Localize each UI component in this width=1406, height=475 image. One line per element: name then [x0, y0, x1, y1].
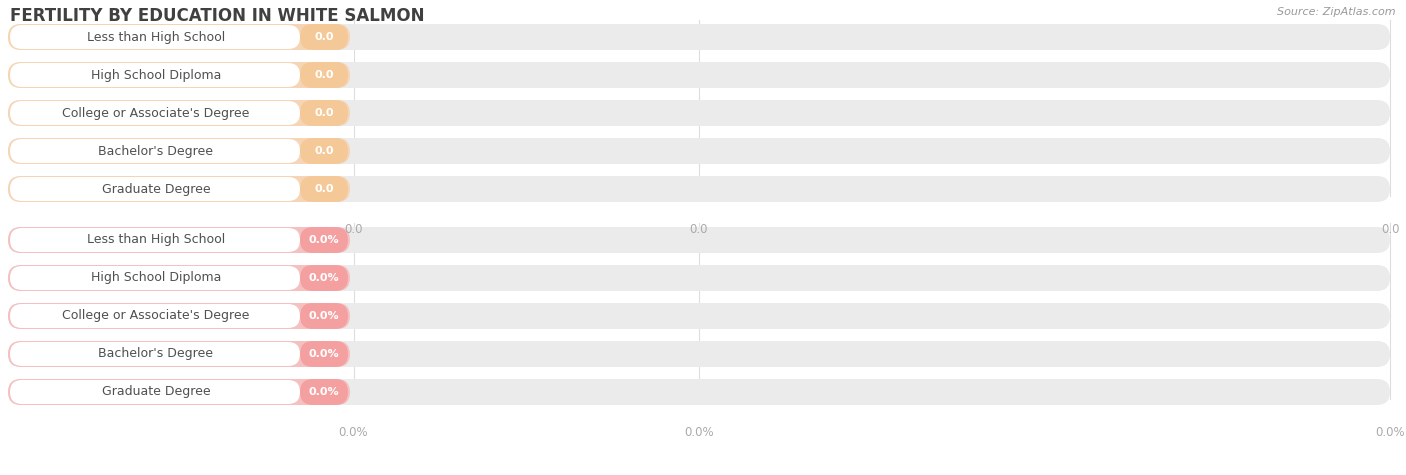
FancyBboxPatch shape	[8, 227, 1391, 253]
FancyBboxPatch shape	[299, 379, 349, 405]
FancyBboxPatch shape	[8, 265, 350, 291]
Text: 0.0%: 0.0%	[1375, 426, 1405, 439]
FancyBboxPatch shape	[299, 303, 349, 329]
FancyBboxPatch shape	[299, 227, 349, 253]
Text: 0.0%: 0.0%	[309, 311, 339, 321]
FancyBboxPatch shape	[10, 266, 299, 290]
Text: Less than High School: Less than High School	[87, 30, 225, 44]
FancyBboxPatch shape	[10, 139, 299, 163]
FancyBboxPatch shape	[8, 303, 1391, 329]
FancyBboxPatch shape	[10, 25, 299, 49]
Text: Less than High School: Less than High School	[87, 234, 225, 247]
FancyBboxPatch shape	[8, 341, 1391, 367]
Text: 0.0: 0.0	[1381, 223, 1399, 236]
Text: Graduate Degree: Graduate Degree	[101, 182, 211, 196]
FancyBboxPatch shape	[299, 100, 349, 126]
Text: Source: ZipAtlas.com: Source: ZipAtlas.com	[1278, 7, 1396, 17]
FancyBboxPatch shape	[299, 341, 349, 367]
FancyBboxPatch shape	[8, 379, 350, 405]
FancyBboxPatch shape	[299, 24, 349, 50]
Text: 0.0: 0.0	[315, 32, 333, 42]
FancyBboxPatch shape	[8, 138, 1391, 164]
Text: 0.0: 0.0	[344, 223, 363, 236]
Text: High School Diploma: High School Diploma	[91, 68, 221, 82]
FancyBboxPatch shape	[8, 62, 350, 88]
FancyBboxPatch shape	[10, 228, 299, 252]
FancyBboxPatch shape	[8, 176, 1391, 202]
FancyBboxPatch shape	[10, 380, 299, 404]
FancyBboxPatch shape	[10, 342, 299, 366]
Text: Graduate Degree: Graduate Degree	[101, 386, 211, 399]
FancyBboxPatch shape	[8, 100, 350, 126]
Text: 0.0: 0.0	[315, 146, 333, 156]
Text: 0.0%: 0.0%	[309, 235, 339, 245]
FancyBboxPatch shape	[10, 177, 299, 201]
FancyBboxPatch shape	[10, 101, 299, 125]
Text: FERTILITY BY EDUCATION IN WHITE SALMON: FERTILITY BY EDUCATION IN WHITE SALMON	[10, 7, 425, 25]
FancyBboxPatch shape	[8, 138, 350, 164]
FancyBboxPatch shape	[8, 100, 1391, 126]
FancyBboxPatch shape	[8, 24, 1391, 50]
Text: College or Associate's Degree: College or Associate's Degree	[62, 310, 250, 323]
Text: Bachelor's Degree: Bachelor's Degree	[98, 144, 214, 158]
Text: 0.0: 0.0	[690, 223, 709, 236]
FancyBboxPatch shape	[299, 176, 349, 202]
FancyBboxPatch shape	[299, 62, 349, 88]
FancyBboxPatch shape	[8, 176, 350, 202]
Text: College or Associate's Degree: College or Associate's Degree	[62, 106, 250, 120]
FancyBboxPatch shape	[299, 265, 349, 291]
Text: High School Diploma: High School Diploma	[91, 272, 221, 285]
Text: 0.0%: 0.0%	[309, 273, 339, 283]
FancyBboxPatch shape	[10, 63, 299, 87]
Text: Bachelor's Degree: Bachelor's Degree	[98, 348, 214, 361]
FancyBboxPatch shape	[299, 138, 349, 164]
Text: 0.0%: 0.0%	[309, 387, 339, 397]
Text: 0.0%: 0.0%	[339, 426, 368, 439]
Text: 0.0: 0.0	[315, 70, 333, 80]
FancyBboxPatch shape	[8, 379, 1391, 405]
FancyBboxPatch shape	[8, 227, 350, 253]
Text: 0.0%: 0.0%	[309, 349, 339, 359]
Text: 0.0: 0.0	[315, 108, 333, 118]
FancyBboxPatch shape	[8, 62, 1391, 88]
FancyBboxPatch shape	[8, 265, 1391, 291]
Text: 0.0%: 0.0%	[685, 426, 714, 439]
FancyBboxPatch shape	[8, 341, 350, 367]
Text: 0.0: 0.0	[315, 184, 333, 194]
FancyBboxPatch shape	[10, 304, 299, 328]
FancyBboxPatch shape	[8, 303, 350, 329]
FancyBboxPatch shape	[8, 24, 350, 50]
